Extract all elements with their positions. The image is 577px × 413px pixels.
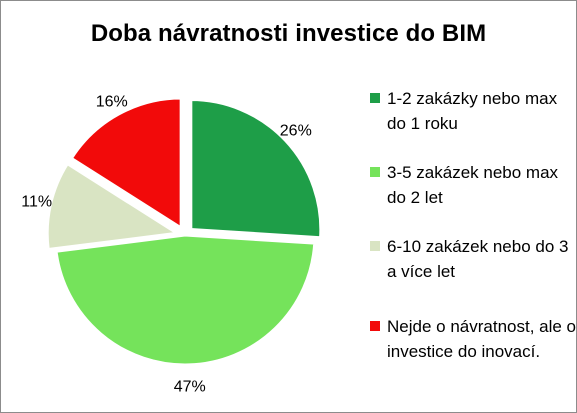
pie-slice-1 — [189, 98, 323, 240]
pie-slice-4 — [69, 96, 183, 230]
legend-swatch-4 — [370, 321, 380, 331]
legend-swatch-2 — [370, 167, 380, 177]
pie-slice-2 — [54, 233, 317, 367]
pie-slice-label-3: 11% — [21, 193, 52, 210]
pie-slice-label-1: 26% — [280, 122, 312, 139]
legend-label-1: 1-2 zakázky nebo max do 1 roku — [387, 89, 558, 133]
legend-label-3: 6-10 zakázek nebo do 3 a více let — [387, 237, 569, 281]
legend-swatch-3 — [370, 241, 380, 251]
legend-swatch-1 — [370, 93, 380, 103]
chart-title: Doba návratnosti investice do BIM — [90, 20, 487, 47]
pie-slice-label-4: 16% — [96, 93, 128, 110]
pie-slice-3 — [45, 162, 179, 252]
legend-label-4: Nejde o návratnost, ale o investice do i… — [387, 317, 577, 361]
legend-label-2: 3-5 zakázek nebo max do 2 let — [387, 163, 559, 207]
pie-slice-label-2: 47% — [174, 378, 206, 395]
